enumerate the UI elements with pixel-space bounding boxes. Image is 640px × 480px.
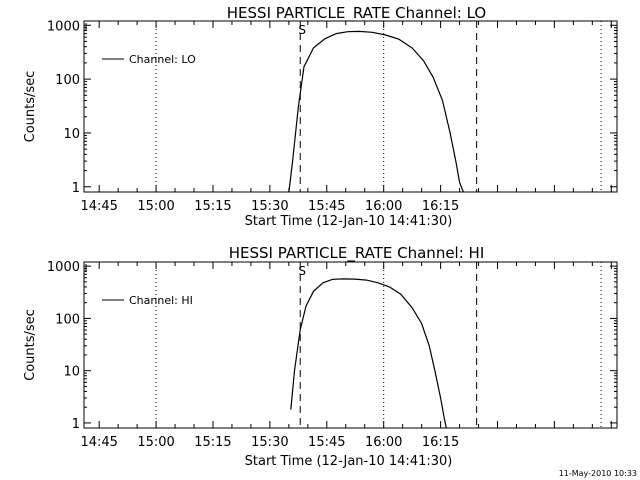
chart-panel-lo: HESSI PARTICLE_RATE Channel: LO 14:45 15:0… [23, 4, 618, 229]
y-axis-label: Counts/sec [23, 71, 38, 143]
flag-marker-label: S [298, 23, 306, 37]
y-tick-label: 100 [55, 312, 80, 327]
x-tick-label: 15:15 [194, 199, 231, 214]
plot-frame [83, 261, 618, 429]
x-tick-label: 14:45 [80, 435, 117, 450]
x-tick-label: 15:15 [194, 435, 231, 450]
x-tick-label: 16:00 [365, 435, 402, 450]
x-tick-label: 15:45 [308, 199, 345, 214]
y-tick-label: 100 [55, 73, 80, 88]
x-axis-label: Start Time (12-Jan-10 14:41:30) [245, 214, 453, 229]
y-axis-label: Counts/sec [23, 309, 38, 381]
x-tick-label: 16:00 [365, 199, 402, 214]
series-line [288, 30, 464, 193]
timestamp-label: 11-May-2010 10:33 [559, 469, 637, 478]
x-tick-label: 16:15 [422, 199, 459, 214]
x-tick-label: 15:00 [137, 435, 174, 450]
y-tick-label: 1000 [47, 19, 80, 34]
x-tick-label: 15:45 [308, 435, 345, 450]
legend-label: Channel: LO [129, 53, 196, 66]
y-tick-label: 1000 [47, 260, 80, 275]
plot-frame [83, 20, 618, 193]
x-tick-label: 15:00 [137, 199, 174, 214]
legend-label: Channel: HI [129, 294, 193, 307]
x-tick-label: 16:15 [422, 435, 459, 450]
series-line [290, 278, 447, 429]
flag-marker-label: S [298, 264, 306, 278]
x-tick-label: 15:30 [251, 435, 288, 450]
x-tick-label: 15:30 [251, 199, 288, 214]
chart-panel-hi: HESSI PARTICLE_RATE Channel: HI 14:45 15:0… [23, 244, 618, 469]
chart-title: HESSI PARTICLE_RATE Channel: HI [229, 244, 485, 263]
chart-title: HESSI PARTICLE_RATE Channel: LO [227, 4, 486, 23]
y-tick-label: 10 [63, 127, 80, 142]
x-axis-label: Start Time (12-Jan-10 14:41:30) [245, 454, 453, 469]
y-tick-label: 1 [72, 417, 80, 432]
x-tick-label: 14:45 [80, 199, 117, 214]
y-tick-label: 10 [63, 365, 80, 380]
y-tick-label: 1 [72, 181, 80, 196]
